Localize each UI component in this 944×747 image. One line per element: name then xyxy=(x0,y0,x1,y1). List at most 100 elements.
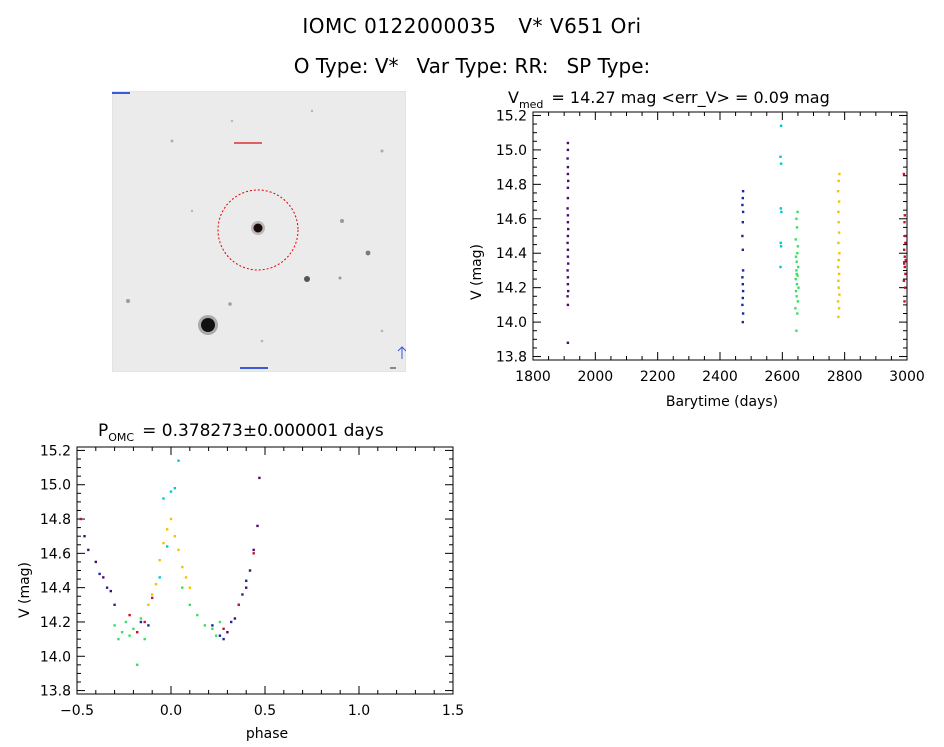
lc-point-season1 xyxy=(566,165,570,169)
lc-point-season6 xyxy=(902,279,906,282)
lc-point-season2 xyxy=(741,296,744,300)
lc-point-season2 xyxy=(741,303,744,307)
ph-point-season1 xyxy=(233,617,237,620)
ph-point-season1 xyxy=(102,576,105,579)
object-name: V* V651 Ori xyxy=(518,14,642,38)
lc-point-season6 xyxy=(903,221,906,224)
lc-point-season4 xyxy=(796,210,799,214)
lc-point-season2 xyxy=(741,203,744,207)
ph-point-season6 xyxy=(136,631,139,634)
object-type: O Type: V* xyxy=(293,54,399,78)
ph-point-season4 xyxy=(143,637,146,641)
ph-point-season1 xyxy=(109,589,112,593)
ph-point-season4 xyxy=(136,663,139,666)
faint-star xyxy=(230,119,234,123)
lc-point-season4 xyxy=(794,238,797,241)
lc-point-season1 xyxy=(566,255,570,258)
ph-point-season1 xyxy=(256,524,259,528)
lc-point-season3 xyxy=(779,124,783,127)
lc-point-season6 xyxy=(903,255,906,258)
lc-point-season4 xyxy=(796,312,799,315)
ph-point-season4 xyxy=(117,637,120,641)
lc-point-season6 xyxy=(904,272,907,276)
lc-point-season5 xyxy=(837,179,840,183)
ph-point-season3 xyxy=(166,545,169,548)
lc-point-season2 xyxy=(741,234,744,238)
lightcurve-chart: Vmed = 14.27 mag <err_V> = 0.09 mag 1800 2… xyxy=(469,88,925,410)
lc-point-season1 xyxy=(566,303,570,307)
lc-point-season4 xyxy=(795,329,798,332)
ph-ytick-label: 14.0 xyxy=(40,649,71,665)
ph-ytick-label: 14.6 xyxy=(40,546,71,562)
lc-point-season1 xyxy=(567,227,570,231)
faint-star xyxy=(260,339,264,343)
lc-point-season1 xyxy=(567,179,570,183)
lc-point-season1 xyxy=(566,241,569,245)
faint-star xyxy=(380,329,384,333)
lc-point-season6 xyxy=(903,234,907,238)
faint-star xyxy=(380,149,384,153)
lc-ytick-label: 14.4 xyxy=(496,246,527,262)
ph-point-season6 xyxy=(128,613,131,617)
lc-point-season3 xyxy=(779,207,782,210)
ph-ytick-label: 13.8 xyxy=(40,684,71,700)
ph-point-season5 xyxy=(188,586,191,589)
ph-point-season5 xyxy=(169,517,173,521)
lc-xtick-label: 2000 xyxy=(578,369,614,385)
ph-point-season4 xyxy=(214,634,218,637)
ph-point-season4 xyxy=(124,620,128,624)
lc-point-season4 xyxy=(794,277,797,281)
lc-point-season6 xyxy=(904,258,907,262)
lc-point-season1 xyxy=(566,248,570,251)
lc-point-season2 xyxy=(741,283,744,286)
ph-point-season1 xyxy=(248,569,252,572)
ph-point-season6 xyxy=(252,552,255,555)
lightcurve-ylabel: V (mag) xyxy=(469,244,485,300)
ph-point-season4 xyxy=(196,613,199,617)
lc-point-season6 xyxy=(903,265,906,269)
faint-star xyxy=(365,250,371,256)
spectral-type: SP Type: xyxy=(566,54,651,78)
ph-point-season5 xyxy=(158,559,161,562)
lc-point-season1 xyxy=(567,289,570,293)
faint-star xyxy=(228,302,232,306)
lc-point-season1 xyxy=(566,186,570,189)
lc-point-season1 xyxy=(566,141,570,145)
lc-point-season5 xyxy=(836,300,840,303)
lc-point-season1 xyxy=(566,148,570,152)
lc-point-season5 xyxy=(837,241,840,245)
lc-point-season5 xyxy=(837,272,841,276)
lc-point-season6 xyxy=(903,286,907,289)
ph-point-season4 xyxy=(211,627,214,630)
lc-point-season2 xyxy=(741,269,745,272)
lc-xtick-label: 2600 xyxy=(765,369,801,385)
ph-point-season6 xyxy=(79,517,82,521)
lc-point-season4 xyxy=(796,245,800,248)
lc-ytick-label: 13.8 xyxy=(496,350,527,366)
faint-star xyxy=(190,209,194,213)
lc-point-season3 xyxy=(779,265,782,269)
lc-point-season4 xyxy=(796,274,799,277)
lc-point-season5 xyxy=(836,265,840,269)
ph-point-season2 xyxy=(211,624,214,627)
lc-point-season5 xyxy=(838,252,841,255)
lc-ytick-label: 14.6 xyxy=(496,212,527,228)
lc-point-season2 xyxy=(741,312,745,315)
lc-ytick-label: 15.0 xyxy=(496,143,527,159)
lc-point-season2 xyxy=(741,190,745,193)
ph-point-season4 xyxy=(203,624,206,627)
lc-point-season1 xyxy=(566,172,570,176)
ph-point-season5 xyxy=(166,528,169,531)
lc-point-season5 xyxy=(837,286,840,289)
phased-plot-frame xyxy=(76,446,454,695)
lc-point-season3 xyxy=(780,210,783,214)
ph-point-season2 xyxy=(245,579,248,582)
lc-point-season5 xyxy=(837,279,840,282)
ph-point-season4 xyxy=(132,627,135,630)
plot-title-object: IOMC 0122000035 V* V651 Ori xyxy=(0,14,944,38)
target-label-mark xyxy=(234,142,262,144)
faint-star xyxy=(310,109,314,113)
ph-point-season4 xyxy=(139,617,143,620)
ph-point-season4 xyxy=(128,634,131,637)
lc-point-season4 xyxy=(797,286,800,289)
